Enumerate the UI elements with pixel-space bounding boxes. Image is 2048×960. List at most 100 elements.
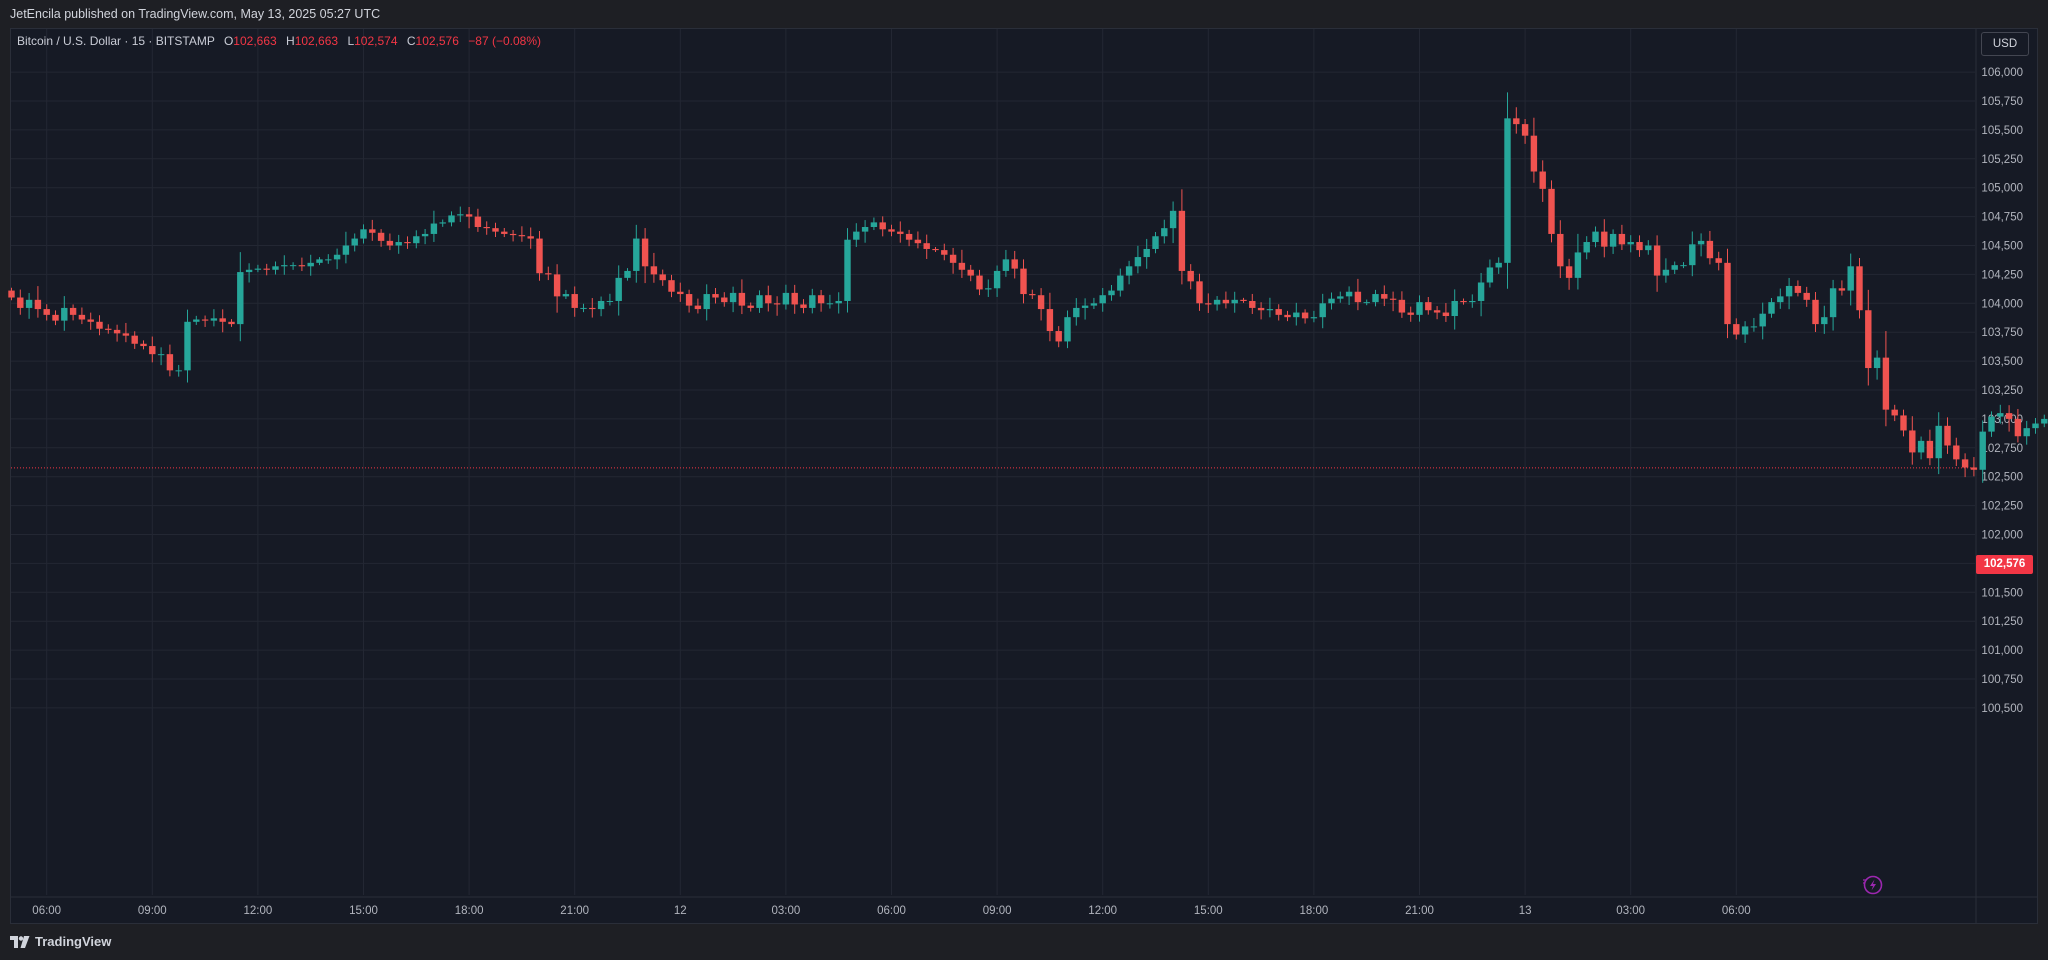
candle-body <box>1636 242 1643 251</box>
candle-body <box>1328 298 1335 304</box>
y-tick-label: 105,500 <box>1981 125 2023 137</box>
candle-body <box>1240 299 1247 301</box>
candle-body <box>1557 233 1564 267</box>
candle-body <box>791 292 798 305</box>
candle-body <box>668 280 675 292</box>
candle-body <box>1337 296 1344 299</box>
candle-body <box>1081 305 1089 308</box>
candle-body <box>765 295 772 304</box>
candle-body <box>1812 299 1819 325</box>
candle-body <box>1020 268 1027 295</box>
candle-body <box>826 303 834 305</box>
candle-body <box>96 321 103 329</box>
candle-body <box>1539 171 1546 189</box>
chart-canvas[interactable]: 100,500100,750101,000101,250101,500101,7… <box>0 0 2048 924</box>
candle-body <box>1407 312 1414 315</box>
brand-name: TradingView <box>35 934 112 949</box>
candle-body <box>1627 242 1634 245</box>
candle-body <box>817 295 825 304</box>
open-value: 102,663 <box>233 34 277 48</box>
candle-body <box>122 333 130 336</box>
candle-body <box>1733 324 1740 335</box>
y-tick-label: 103,500 <box>1981 356 2023 368</box>
candle-body <box>25 299 33 308</box>
candle-body <box>509 233 517 236</box>
candle-body <box>1389 298 1397 300</box>
candle-body <box>1715 258 1722 263</box>
y-tick-label: 104,500 <box>1981 241 2023 253</box>
currency-button[interactable]: USD <box>1981 32 2029 56</box>
candle-body <box>439 222 446 224</box>
x-tick-label: 03:00 <box>772 905 801 917</box>
candle-body <box>1011 259 1018 269</box>
candle-body <box>941 250 948 255</box>
tradingview-logo[interactable]: TradingView <box>10 934 111 949</box>
candle-body <box>597 300 605 310</box>
candle-body <box>747 305 754 308</box>
candle-body <box>1592 231 1599 243</box>
change-value: −87 (−0.08%) <box>468 34 541 48</box>
candle-body <box>861 227 869 232</box>
candle-body <box>52 314 59 321</box>
candle-body <box>1953 445 1960 460</box>
candle-body <box>254 268 262 270</box>
candle-body <box>1882 357 1890 410</box>
candle-body <box>2041 418 2048 424</box>
candle-body <box>1530 135 1538 172</box>
candle-body <box>1125 266 1133 276</box>
candle-body <box>844 239 851 301</box>
candle-body <box>536 238 543 274</box>
candle-body <box>1469 300 1476 303</box>
candle-body <box>1618 233 1626 245</box>
candle-body <box>1750 326 1758 328</box>
candle-body <box>1662 269 1670 276</box>
x-tick-label: 09:00 <box>138 905 167 917</box>
candle-body <box>465 214 473 217</box>
candle-body <box>650 266 658 275</box>
candle-body <box>2005 413 2013 419</box>
candle-body <box>1372 294 1379 303</box>
candle-body <box>1231 299 1238 304</box>
candle-body <box>298 265 306 267</box>
candle-body <box>773 303 781 305</box>
y-tick-label: 105,750 <box>1981 96 2023 108</box>
candle-body <box>1249 300 1256 308</box>
candle-body <box>1169 210 1177 229</box>
candle-body <box>694 305 702 310</box>
candle-body <box>342 245 350 255</box>
candle-body <box>289 265 297 267</box>
candle-body <box>395 242 402 246</box>
candle-body <box>1724 262 1731 325</box>
close-value: 102,576 <box>415 34 459 48</box>
candle-body <box>1601 231 1608 247</box>
candle-body <box>685 294 693 306</box>
candle-body <box>386 240 394 246</box>
candle-body <box>1574 252 1582 278</box>
candle-body <box>1310 317 1318 319</box>
candle-body <box>1935 425 1942 459</box>
candle-body <box>237 272 244 325</box>
lightning-icon[interactable] <box>1862 874 1884 896</box>
candle-body <box>1609 233 1617 247</box>
x-tick-label: 06:00 <box>1722 905 1751 917</box>
candle-body <box>201 319 209 321</box>
candle-body <box>1416 302 1423 315</box>
candle-body <box>562 294 570 297</box>
y-tick-label: 104,750 <box>1981 212 2023 224</box>
candle-body <box>1865 310 1872 369</box>
candle-body <box>1046 309 1054 332</box>
low-label: L <box>347 34 355 48</box>
candle-body <box>1002 259 1010 271</box>
candle-body <box>756 295 763 308</box>
candle-body <box>17 297 24 308</box>
candle-body <box>993 270 1001 289</box>
candle-body <box>272 266 279 270</box>
candle-body <box>157 354 165 356</box>
chart-frame[interactable] <box>10 28 2038 924</box>
top-bar: JetEncila published on TradingView.com, … <box>0 0 2048 28</box>
candle-body <box>1055 331 1062 342</box>
candle-body <box>1759 313 1766 327</box>
symbol-label[interactable]: Bitcoin / U.S. Dollar · 15 · BITSTAMP <box>17 34 215 48</box>
candle-body <box>659 274 666 281</box>
x-tick-label: 15:00 <box>1194 905 1223 917</box>
